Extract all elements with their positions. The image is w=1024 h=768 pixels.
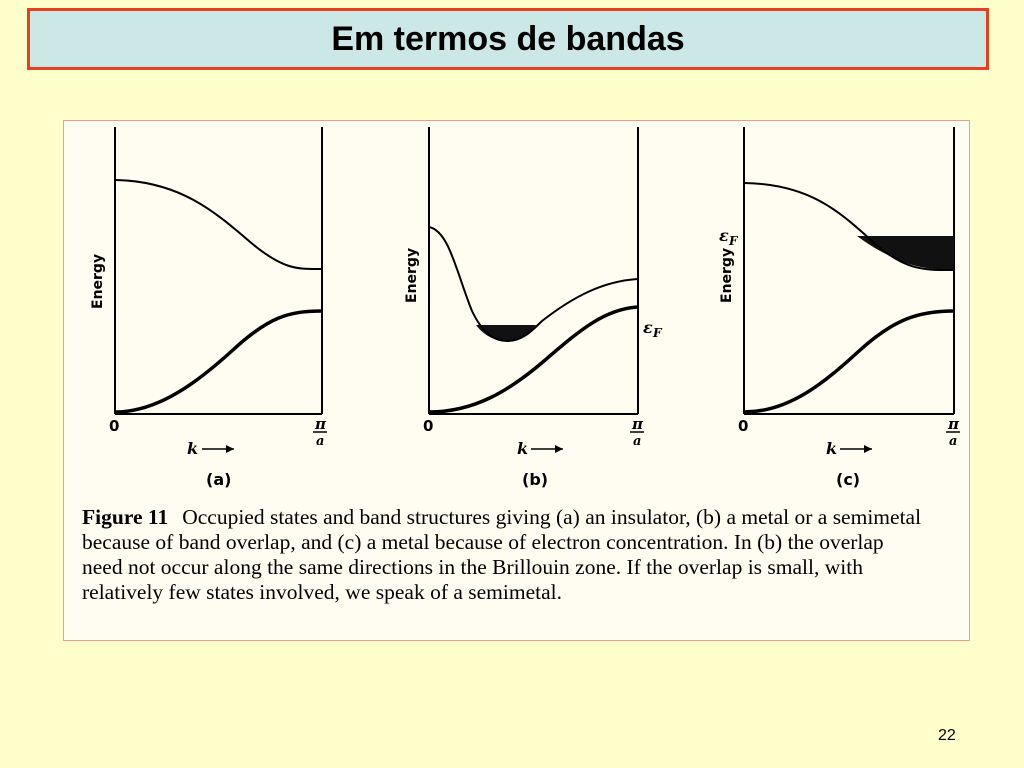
- panel-c: Energy ε F 0 k π a (c): [719, 127, 960, 489]
- figure-caption: Figure 11 Occupied states and band struct…: [82, 505, 922, 605]
- figure-caption-text: Occupied states and band structures givi…: [82, 505, 922, 604]
- panel-b-fermi-subscript: F: [652, 326, 663, 340]
- panel-c-lower-band: [743, 309, 955, 414]
- slide-title: Em termos de bandas: [331, 19, 685, 58]
- panel-b-electron-pocket: [476, 325, 536, 341]
- panel-a-a: a: [316, 434, 324, 449]
- panel-c-label: (c): [836, 470, 860, 489]
- panel-b: Energy 0 k π a ε F (b): [404, 127, 663, 489]
- panel-a-upper-band: [114, 179, 323, 271]
- panel-b-a: a: [633, 434, 641, 449]
- figure-caption-label: Figure 11: [82, 505, 169, 529]
- panel-a-pi: π: [314, 415, 327, 433]
- panel-c-pi: π: [947, 415, 960, 433]
- panel-b-lower-band: [428, 305, 639, 414]
- panel-a-origin: 0: [109, 417, 119, 435]
- panel-b-origin: 0: [423, 417, 433, 435]
- band-structure-figure: Energy 0 k π a (a) Energy 0 k π a: [63, 120, 970, 641]
- page-number: 22: [938, 727, 956, 744]
- panel-c-k-arrow-head: [864, 445, 872, 453]
- slide-title-box: Em termos de bandas: [27, 8, 989, 70]
- panel-b-y-label: Energy: [404, 248, 420, 303]
- panel-c-occupied-states: [857, 236, 954, 270]
- panel-a: Energy 0 k π a (a): [90, 127, 327, 489]
- panel-a-k-arrow-head: [226, 445, 234, 453]
- panel-a-label: (a): [206, 470, 231, 489]
- panel-b-label: (b): [522, 470, 548, 489]
- panel-c-fermi-symbol: ε: [719, 226, 729, 245]
- panel-c-a: a: [949, 434, 957, 449]
- panel-c-y-label: Energy: [719, 248, 735, 303]
- panel-c-origin: 0: [738, 417, 748, 435]
- panel-b-fermi-symbol: ε: [643, 318, 653, 337]
- panel-c-fermi-subscript: F: [728, 234, 739, 248]
- panel-c-upper-band: [743, 182, 955, 272]
- panel-b-k-label: k: [517, 439, 528, 458]
- panel-a-k-label: k: [187, 439, 198, 458]
- panel-b-pi: π: [631, 415, 644, 433]
- panel-a-y-label: Energy: [90, 254, 106, 309]
- panel-b-upper-band: [428, 226, 639, 343]
- panel-a-lower-band: [114, 309, 323, 414]
- panel-c-k-label: k: [826, 439, 837, 458]
- band-diagrams: Energy 0 k π a (a) Energy 0 k π a: [90, 127, 960, 489]
- panel-b-k-arrow-head: [555, 445, 563, 453]
